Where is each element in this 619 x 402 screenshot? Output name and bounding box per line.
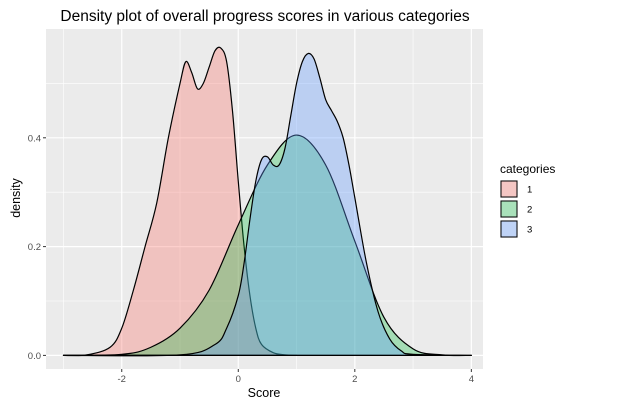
- legend-key-bg: [500, 200, 518, 218]
- legend-title: categories: [500, 162, 555, 176]
- legend: categories 1 2 3: [500, 162, 555, 238]
- density-area-1: [62, 46, 298, 357]
- x-tick-label: 4: [469, 374, 474, 385]
- density-area-3: [62, 52, 472, 357]
- plot-panel: [46, 29, 483, 369]
- chart-title: Density plot of overall progress scores …: [60, 8, 469, 25]
- legend-key-1: [500, 180, 518, 198]
- legend-key-bg: [500, 180, 518, 198]
- x-tick-label: 0: [236, 374, 241, 385]
- x-tick-labels: -2 0 2 4: [118, 374, 474, 385]
- x-tick-label: 2: [352, 374, 357, 385]
- y-tick-label: 0.0: [28, 351, 41, 362]
- x-axis-title: Score: [248, 386, 281, 400]
- y-tick-labels: 0.0 0.2 0.4: [28, 133, 41, 362]
- legend-key-3: [500, 220, 518, 238]
- density-area-2: [62, 134, 472, 357]
- legend-label-3: 3: [527, 225, 532, 236]
- legend-label-1: 1: [527, 185, 532, 196]
- legend-label-2: 2: [527, 205, 532, 216]
- y-axis-title: density: [9, 177, 23, 217]
- y-tick-label: 0.2: [28, 242, 41, 253]
- x-tick-label: -2: [118, 374, 126, 385]
- y-tick-label: 0.4: [28, 133, 41, 144]
- legend-items: 1 2 3: [500, 180, 532, 238]
- axis-ticks: [43, 137, 472, 372]
- legend-key-bg: [500, 220, 518, 238]
- density-areas: [62, 46, 472, 357]
- legend-key-2: [500, 200, 518, 218]
